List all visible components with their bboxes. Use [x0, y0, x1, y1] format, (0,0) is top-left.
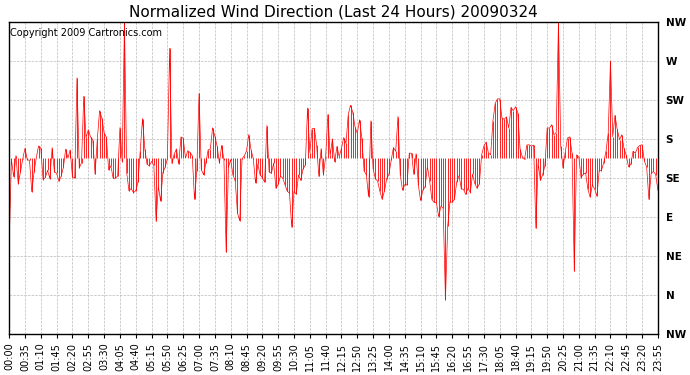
Text: Copyright 2009 Cartronics.com: Copyright 2009 Cartronics.com	[10, 28, 162, 38]
Title: Normalized Wind Direction (Last 24 Hours) 20090324: Normalized Wind Direction (Last 24 Hours…	[129, 4, 538, 19]
